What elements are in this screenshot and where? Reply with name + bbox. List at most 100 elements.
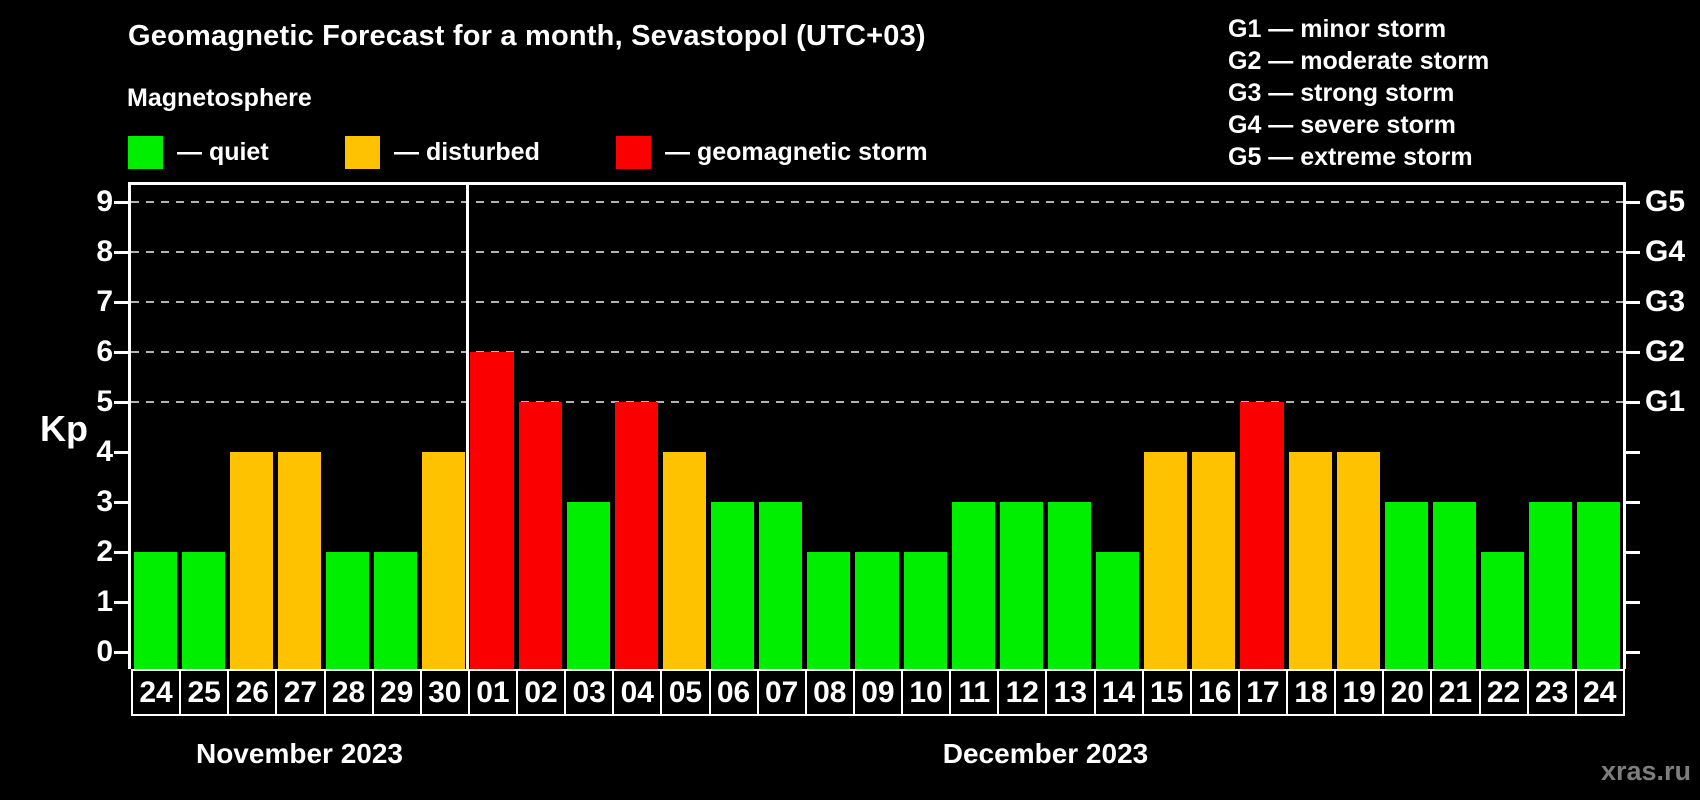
y-tick-right-8: [1626, 250, 1640, 254]
g-scale-label-g2: G2: [1645, 335, 1686, 368]
date-cell-dec-20: 20: [1382, 669, 1433, 716]
chart-subtitle: Magnetosphere: [127, 84, 312, 112]
kp-bar-nov-24: [133, 552, 177, 669]
date-cell-dec-17: 17: [1237, 669, 1288, 716]
y-tick-right-1: [1626, 600, 1640, 604]
legend-item-storm: — geomagnetic storm: [616, 135, 928, 169]
gridline-kp6: [131, 351, 1623, 353]
kp-bar-dec-24: [1577, 502, 1621, 669]
y-tick-label-0: 0: [96, 635, 113, 668]
storm-color-swatch: [616, 135, 651, 169]
y-tick-right-4: [1626, 450, 1640, 454]
gridline-kp9: [131, 201, 1623, 203]
date-cell-dec-10: 10: [901, 669, 952, 716]
kp-bar-nov-28: [326, 552, 370, 669]
y-tick-label-9: 9: [96, 185, 113, 218]
date-cell-dec-01: 01: [467, 669, 518, 716]
y-tick-right-9: [1626, 200, 1640, 204]
kp-bar-dec-20: [1384, 502, 1428, 669]
kp-bar-dec-12: [999, 502, 1043, 669]
y-tick-label-1: 1: [96, 585, 113, 618]
storm-scale-g2: G2 — moderate storm: [1228, 47, 1490, 75]
date-cell-dec-16: 16: [1189, 669, 1240, 716]
kp-bar-nov-29: [374, 552, 418, 669]
y-tick-label-2: 2: [96, 535, 113, 568]
storm-scale-g5: G5 — extreme storm: [1228, 143, 1473, 171]
date-cell-dec-18: 18: [1286, 669, 1337, 716]
date-cell-dec-09: 09: [852, 669, 903, 716]
date-cell-dec-24: 24: [1574, 669, 1625, 716]
y-axis-title: Kp: [40, 408, 88, 449]
y-tick-label-3: 3: [96, 485, 113, 518]
date-cell-nov-30: 30: [419, 669, 470, 716]
kp-bar-dec-01: [470, 352, 514, 669]
date-cell-dec-23: 23: [1526, 669, 1577, 716]
y-tick-label-5: 5: [96, 385, 113, 418]
legend-label-quiet: — quiet: [177, 138, 269, 166]
y-tick-right-7: [1626, 300, 1640, 304]
y-tick-left-6: [114, 350, 128, 354]
legend-label-storm: — geomagnetic storm: [665, 138, 928, 166]
storm-scale-g3: G3 — strong storm: [1228, 79, 1455, 107]
y-tick-left-3: [114, 500, 128, 504]
date-cell-dec-08: 08: [804, 669, 855, 716]
date-cell-dec-12: 12: [997, 669, 1048, 716]
kp-bar-dec-16: [1192, 452, 1236, 669]
date-cell-nov-28: 28: [323, 669, 374, 716]
kp-bar-dec-21: [1432, 502, 1477, 669]
y-tick-right-3: [1626, 500, 1640, 504]
gridline-kp8: [131, 251, 1623, 253]
y-tick-left-2: [114, 550, 128, 554]
kp-bar-dec-06: [711, 502, 755, 669]
month-label-november: November 2023: [195, 738, 403, 769]
kp-bar-nov-27: [277, 452, 321, 669]
y-tick-left-9: [114, 200, 128, 204]
g-scale-label-g1: G1: [1645, 385, 1686, 418]
date-cell-dec-11: 11: [949, 669, 1000, 716]
g-scale-label-g4: G4: [1645, 235, 1686, 268]
date-cell-nov-24: 24: [131, 669, 182, 716]
kp-bar-dec-23: [1529, 502, 1573, 669]
kp-bar-dec-03: [566, 502, 610, 669]
y-tick-left-8: [114, 250, 128, 254]
kp-bar-dec-10: [903, 552, 947, 669]
y-tick-right-0: [1626, 650, 1640, 654]
y-tick-right-2: [1626, 550, 1640, 554]
date-cell-dec-03: 03: [564, 669, 615, 716]
date-cell-dec-15: 15: [1141, 669, 1192, 716]
kp-bar-nov-25: [181, 552, 225, 669]
kp-bar-nov-26: [229, 452, 273, 669]
month-separator-line: [466, 185, 470, 669]
disturbed-color-swatch: [345, 135, 380, 169]
y-tick-left-7: [114, 300, 128, 304]
kp-bar-dec-08: [807, 552, 851, 669]
storm-scale-g4: G4 — severe storm: [1228, 111, 1456, 139]
legend-item-quiet: — quiet: [128, 135, 269, 169]
kp-bar-dec-19: [1336, 452, 1380, 669]
kp-bar-nov-30: [422, 452, 466, 669]
date-cell-nov-27: 27: [275, 669, 326, 716]
date-cell-nov-25: 25: [179, 669, 230, 716]
kp-bar-dec-22: [1481, 552, 1525, 669]
y-tick-left-4: [114, 450, 128, 454]
date-cell-dec-04: 04: [612, 669, 663, 716]
y-tick-left-1: [114, 600, 128, 604]
y-tick-left-5: [114, 400, 128, 404]
watermark[interactable]: xras.ru: [1600, 756, 1691, 786]
y-tick-right-5: [1626, 400, 1640, 404]
gridline-kp5: [131, 401, 1623, 403]
kp-bar-dec-05: [662, 452, 707, 669]
kp-bar-dec-18: [1288, 452, 1332, 669]
kp-bar-dec-11: [951, 502, 995, 669]
date-cell-dec-21: 21: [1430, 669, 1481, 716]
date-axis: 24 25 26 27 28 29 30 01 02 03 04 05 06 07 08 09 10 11 12 13…: [131, 669, 1625, 716]
date-cell-nov-29: 29: [371, 669, 422, 716]
date-cell-dec-02: 02: [516, 669, 567, 716]
kp-bar-dec-04: [614, 402, 658, 669]
y-tick-left-0: [114, 650, 128, 654]
kp-bar-dec-15: [1144, 452, 1188, 669]
date-cell-dec-05: 05: [660, 669, 711, 716]
y-tick-label-7: 7: [96, 285, 113, 318]
legend-item-disturbed: — disturbed: [345, 135, 540, 169]
y-tick-label-4: 4: [96, 435, 113, 468]
